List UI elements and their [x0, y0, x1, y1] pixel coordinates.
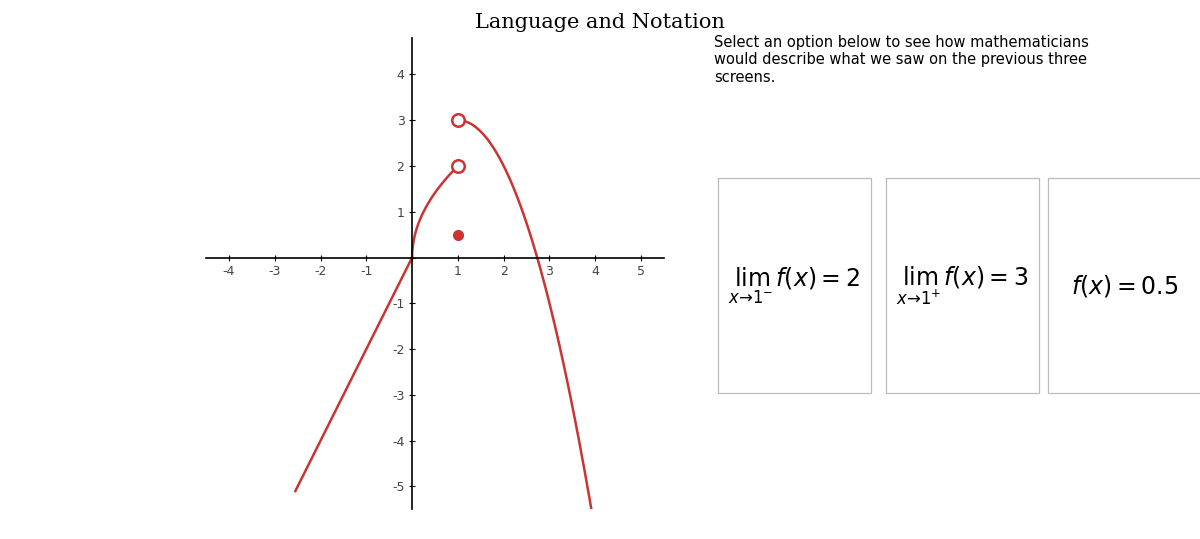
Text: $\lim_{x\to1^-} f(x)=2$: $\lim_{x\to1^-} f(x)=2$	[728, 266, 860, 306]
Text: $f(x)=0.5$: $f(x)=0.5$	[1070, 273, 1178, 299]
Text: Select an option below to see how mathematicians
would describe what we saw on t: Select an option below to see how mathem…	[714, 35, 1088, 85]
Text: Language and Notation: Language and Notation	[475, 13, 725, 32]
Text: $\lim_{x\to1^+} f(x)=3$: $\lim_{x\to1^+} f(x)=3$	[896, 265, 1028, 307]
